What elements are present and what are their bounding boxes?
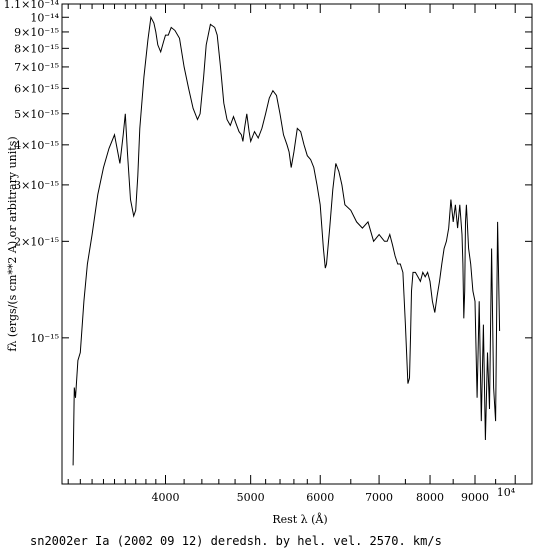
y-tick-label: 10⁻¹⁴ bbox=[30, 11, 59, 24]
x-tick-label: 4000 bbox=[151, 491, 179, 504]
y-tick-label: 4×10⁻¹⁵ bbox=[14, 139, 59, 152]
series-line-spectrum bbox=[72, 15, 501, 466]
x-tick-label: 10⁴ bbox=[497, 486, 516, 499]
y-tick-label: 8×10⁻¹⁵ bbox=[14, 42, 59, 55]
y-axis-label: fλ (ergs/(s cm**2 A) or arbitrary units) bbox=[6, 136, 19, 351]
x-axis-ticks: 4000 5000 6000 7000 8000 9000 10⁴ bbox=[67, 4, 516, 504]
y-tick-label: 7×10⁻¹⁵ bbox=[14, 61, 59, 74]
x-tick-label: 8000 bbox=[416, 491, 444, 504]
x-tick-label: 5000 bbox=[237, 491, 265, 504]
y-tick-label: 5×10⁻¹⁵ bbox=[14, 108, 59, 121]
chart-caption: sn2002er Ia (2002 09 12) deredsh. by hel… bbox=[30, 534, 442, 548]
x-axis-label: Rest λ (Å) bbox=[272, 512, 327, 526]
y-tick-label: 2×10⁻¹⁵ bbox=[14, 235, 59, 248]
plot-frame bbox=[61, 3, 533, 485]
x-tick-label: 9000 bbox=[461, 491, 489, 504]
y-tick-label: 6×10⁻¹⁵ bbox=[14, 82, 59, 95]
y-tick-label: 3×10⁻¹⁵ bbox=[14, 179, 59, 192]
x-tick-label: 7000 bbox=[365, 491, 393, 504]
x-tick-label: 6000 bbox=[306, 491, 334, 504]
y-tick-label: 10⁻¹⁵ bbox=[30, 332, 59, 345]
y-tick-label: 1.1×10⁻¹⁴ bbox=[4, 0, 60, 11]
y-tick-label: 9×10⁻¹⁵ bbox=[14, 26, 59, 39]
